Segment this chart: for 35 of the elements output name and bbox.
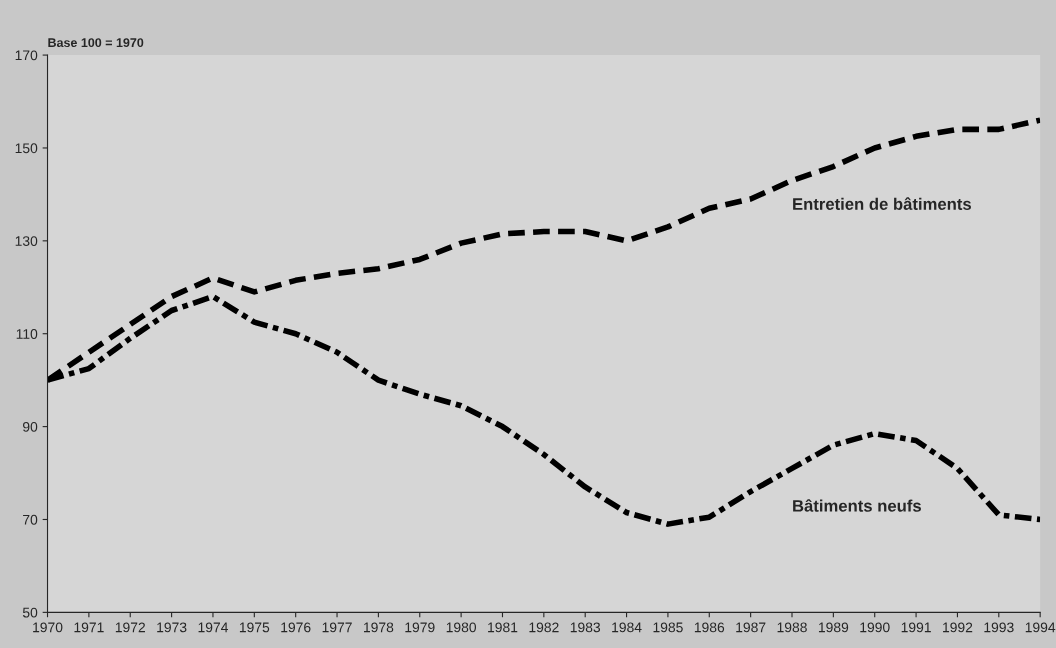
x-tick-label: 1976 — [281, 622, 311, 633]
x-tick-label: 1990 — [860, 622, 890, 633]
y-tick-label: 150 — [15, 143, 38, 154]
y-tick-label: 170 — [15, 50, 38, 61]
y-tick-label: 50 — [22, 607, 38, 618]
y-tick-label: 130 — [15, 236, 38, 247]
series-label: Entretien de bâtiments — [793, 197, 971, 210]
x-tick-label: 1973 — [157, 622, 187, 633]
x-tick-label: 1978 — [364, 622, 394, 633]
x-tick-label: 1992 — [943, 622, 973, 633]
x-tick-label: 1993 — [984, 622, 1014, 633]
x-tick-label: 1971 — [74, 622, 104, 633]
x-tick-label: 1979 — [405, 622, 435, 633]
x-tick-label: 1975 — [239, 622, 270, 633]
text: Base 100 = 1970 — [48, 38, 144, 48]
y-tick-label: 70 — [23, 514, 38, 525]
x-tick-label: 1970 — [33, 622, 63, 633]
x-tick-label: 1981 — [488, 622, 518, 633]
x-tick-label: 1974 — [198, 622, 228, 633]
x-tick-label: 1991 — [901, 622, 931, 633]
x-tick-label: 1989 — [818, 622, 849, 633]
x-tick-label: 1986 — [694, 622, 725, 633]
x-tick-label: 1977 — [322, 622, 352, 633]
x-tick-label: 1994 — [1025, 622, 1056, 633]
x-tick-label: 1984 — [612, 622, 642, 633]
x-tick-label: 1982 — [529, 622, 559, 633]
series-label: Bâtiments neufs — [793, 499, 921, 512]
y-tick-label: 110 — [16, 329, 38, 339]
x-tick-label: 1985 — [653, 622, 683, 633]
x-tick-label: 1983 — [570, 622, 601, 633]
x-tick-label: 1972 — [115, 622, 145, 633]
x-tick-label: 1987 — [736, 622, 766, 633]
y-tick-label: 90 — [23, 421, 38, 432]
x-tick-label: 1980 — [446, 622, 477, 633]
x-tick-label: 1988 — [777, 622, 807, 633]
